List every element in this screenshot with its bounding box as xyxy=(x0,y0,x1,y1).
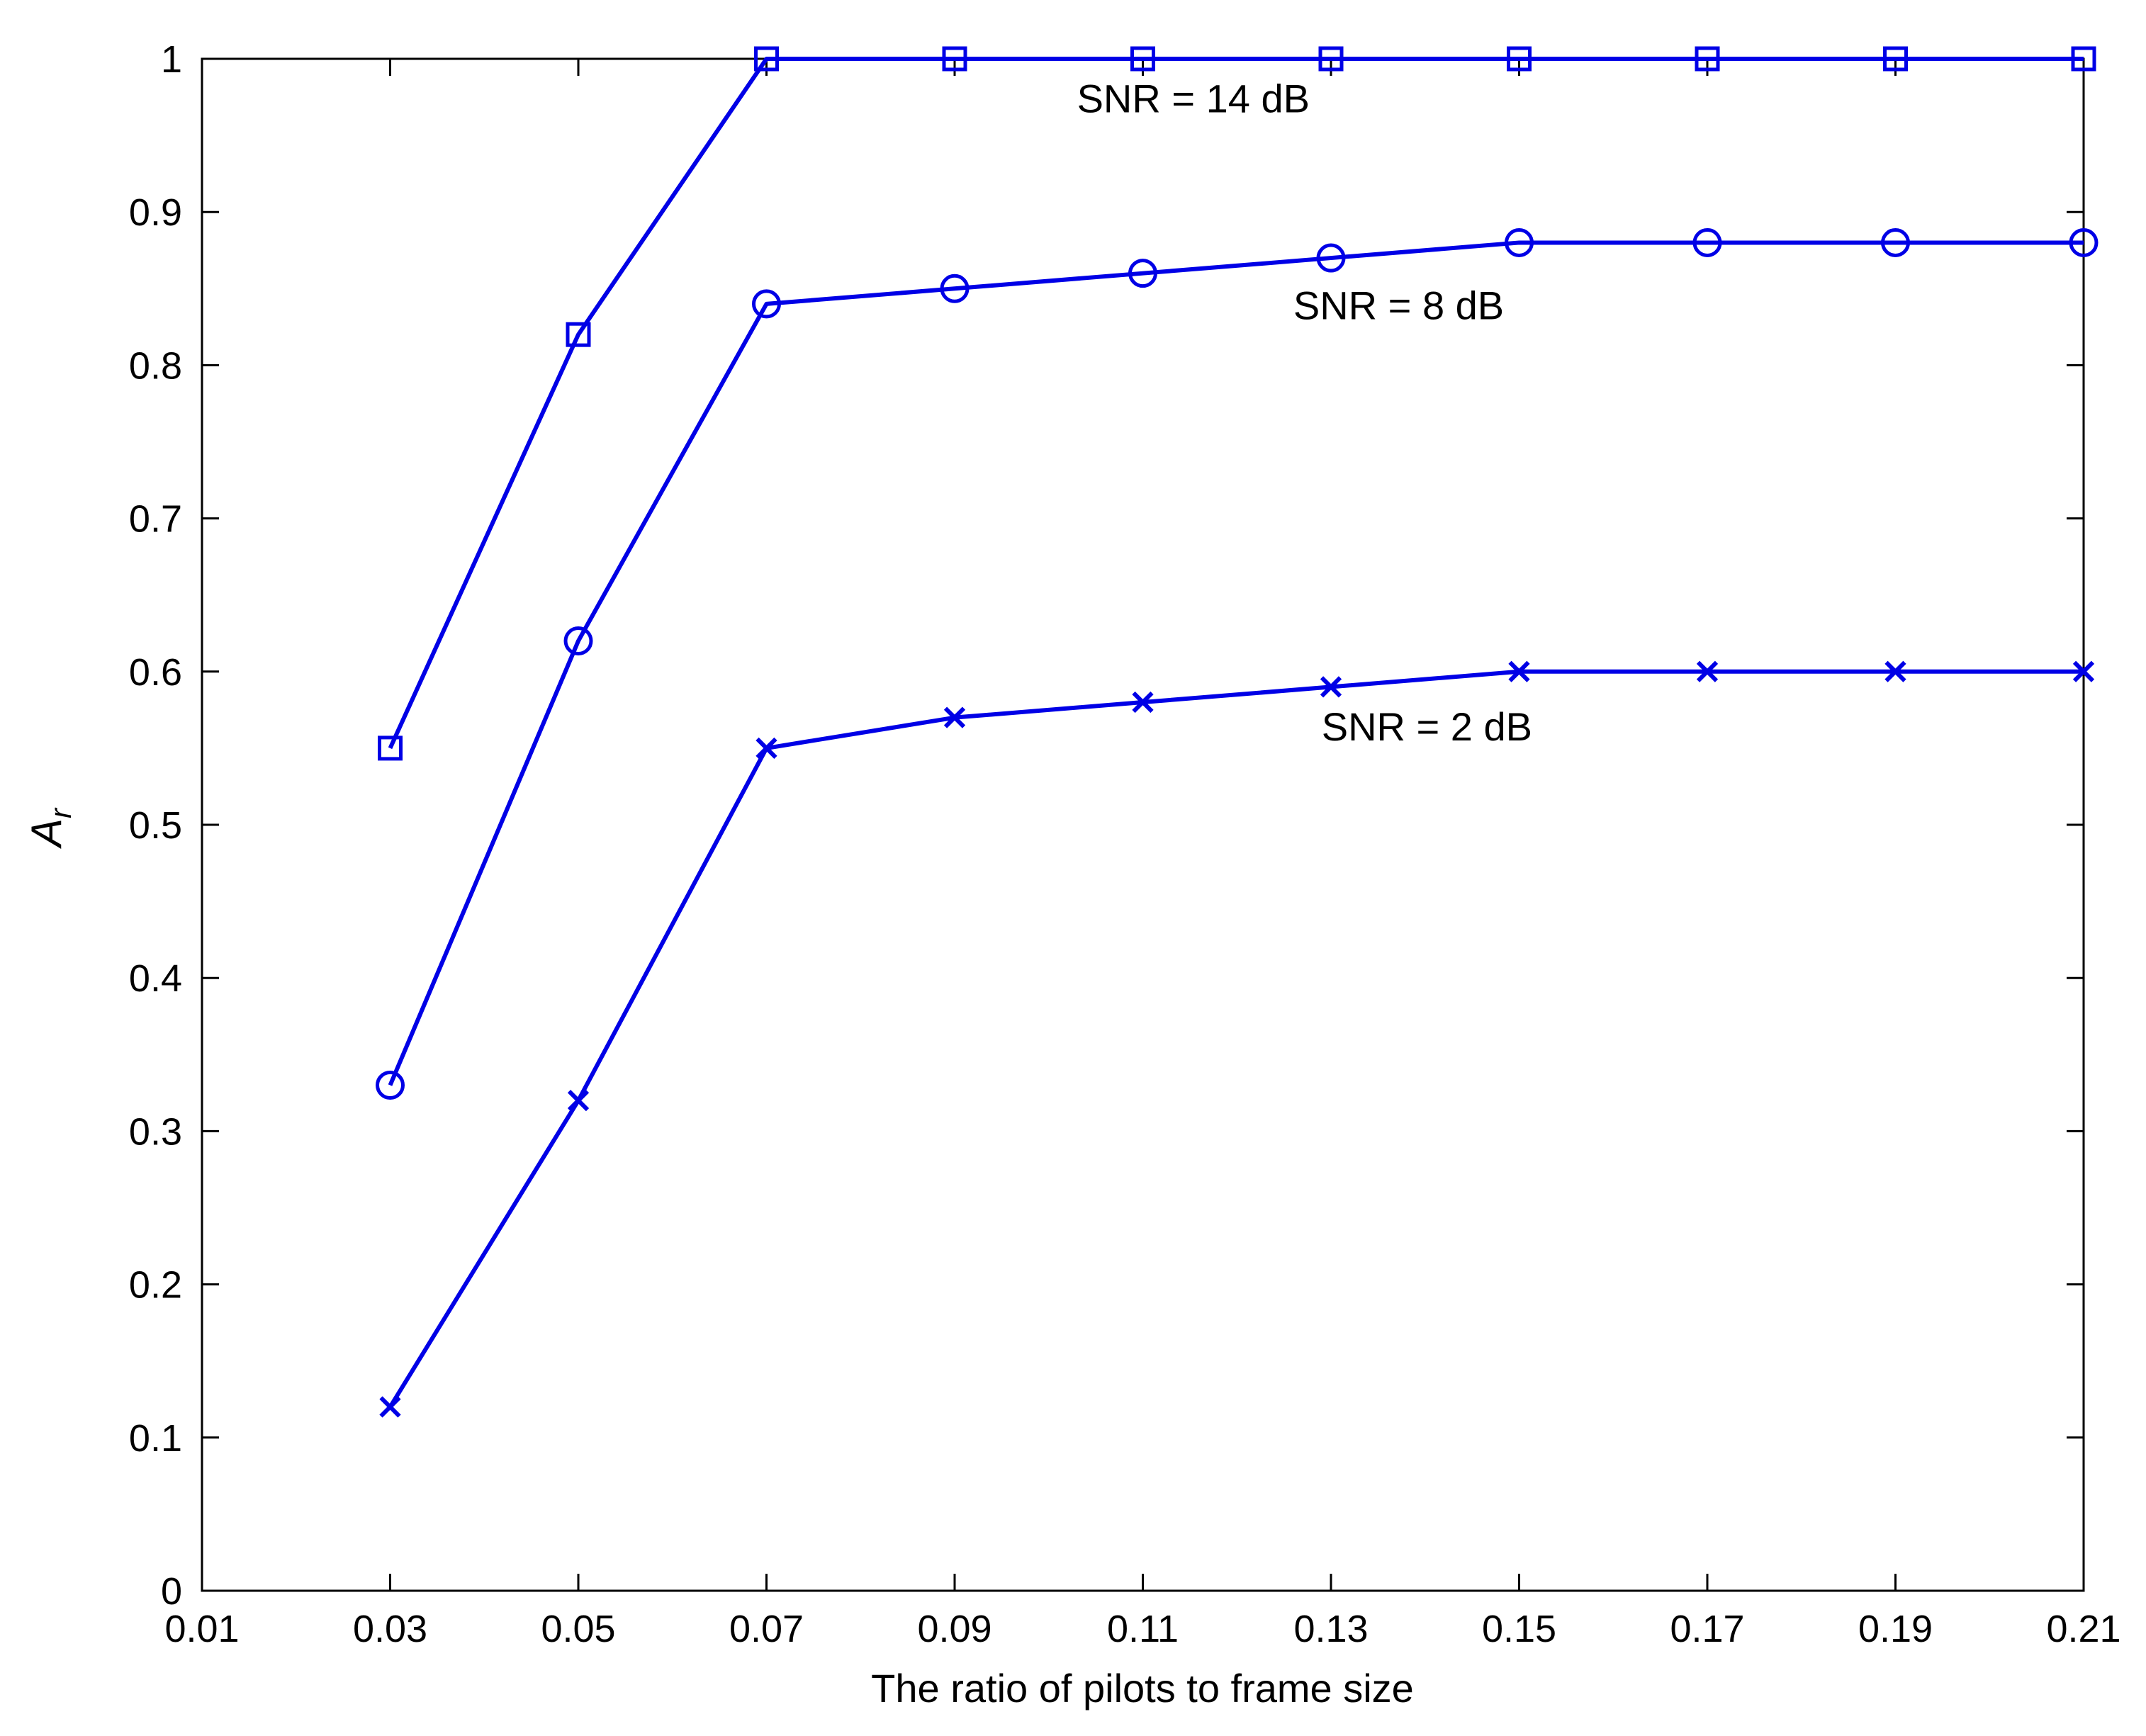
y-axis-title-main: A xyxy=(23,818,70,849)
series-x-line xyxy=(388,669,2084,1409)
y-tick-label: 0 xyxy=(161,1570,182,1613)
data-point-circle xyxy=(1692,227,1722,257)
data-point-circle xyxy=(376,1071,405,1100)
data-point-x xyxy=(943,706,966,728)
data-point-square xyxy=(1507,46,1532,72)
x-tick-label: 0.15 xyxy=(1482,1608,1556,1650)
x-tick-label: 0.13 xyxy=(1293,1608,1368,1650)
x-tick-label: 0.11 xyxy=(1107,1608,1179,1650)
data-point-square xyxy=(754,46,779,72)
x-tick-label: 0.01 xyxy=(164,1608,239,1650)
data-point-square xyxy=(566,322,591,347)
plot-area: 0.01 0.03 0.05 0.07 0.09 0.11 0.13 0.15 0.17 0.19… xyxy=(129,38,2121,1650)
y-tick-label: 0.7 xyxy=(129,498,182,541)
data-point-x xyxy=(2072,660,2095,682)
x-tick-label: 0.09 xyxy=(917,1608,991,1650)
data-point-circle xyxy=(2069,227,2099,257)
x-tick-label: 0.07 xyxy=(729,1608,804,1650)
data-point-x xyxy=(1132,691,1154,714)
y-axis-title-sub: r xyxy=(44,807,77,818)
data-point-x xyxy=(1696,660,1719,682)
annotation-label: SNR = 8 dB xyxy=(1293,283,1504,328)
data-point-circle xyxy=(1316,243,1346,273)
series-layer xyxy=(376,46,2099,1418)
y-tick-label: 0.9 xyxy=(129,191,182,234)
data-point-x xyxy=(1884,660,1906,682)
y-tick-label: 0.4 xyxy=(129,957,182,1000)
data-point-square xyxy=(1318,46,1344,72)
y-tick-label: 0.5 xyxy=(129,804,182,847)
x-tick-label: 0.03 xyxy=(353,1608,427,1650)
data-point-circle xyxy=(752,289,781,319)
y-tick-label: 0.2 xyxy=(129,1264,182,1307)
data-point-square xyxy=(1130,46,1155,72)
y-tick-label: 0.6 xyxy=(129,651,182,694)
data-point-circle xyxy=(940,274,970,303)
data-point-x xyxy=(567,1090,590,1112)
data-point-circle xyxy=(1881,227,1910,257)
data-point-square xyxy=(378,735,403,761)
data-point-square xyxy=(2071,46,2096,72)
data-point-x xyxy=(379,1396,401,1418)
data-point-circle xyxy=(1505,227,1534,257)
data-point-circle xyxy=(1128,259,1157,288)
x-tick-label: 0.05 xyxy=(541,1608,615,1650)
data-point-x xyxy=(1320,676,1342,698)
data-point-square xyxy=(1883,46,1908,72)
data-point-circle xyxy=(563,626,593,656)
data-point-x xyxy=(1508,660,1530,682)
y-tick-label: 0.8 xyxy=(129,344,182,387)
annotation-label: SNR = 2 dB xyxy=(1322,704,1532,749)
y-tick-label: 1 xyxy=(161,38,182,81)
x-tick-label: 0.19 xyxy=(1858,1608,1933,1650)
series-circle-line xyxy=(388,240,2084,1086)
annotation-layer: SNR = 14 dB SNR = 8 dB SNR = 2 dB xyxy=(1077,77,1532,749)
data-point-square xyxy=(942,46,967,72)
x-tick-label: 0.21 xyxy=(2046,1608,2120,1650)
y-axis-title: Ar xyxy=(23,807,77,849)
y-tick-label: 0.1 xyxy=(129,1417,182,1460)
data-point-square xyxy=(1695,46,1720,72)
y-tick-label: 0.3 xyxy=(129,1110,182,1153)
x-tick-label: 0.17 xyxy=(1670,1608,1744,1650)
data-point-x xyxy=(755,737,777,760)
series-square-line xyxy=(388,57,2084,750)
x-axis-title: The ratio of pilots to frame size xyxy=(871,1666,1414,1710)
annotation-label: SNR = 14 dB xyxy=(1077,77,1310,121)
